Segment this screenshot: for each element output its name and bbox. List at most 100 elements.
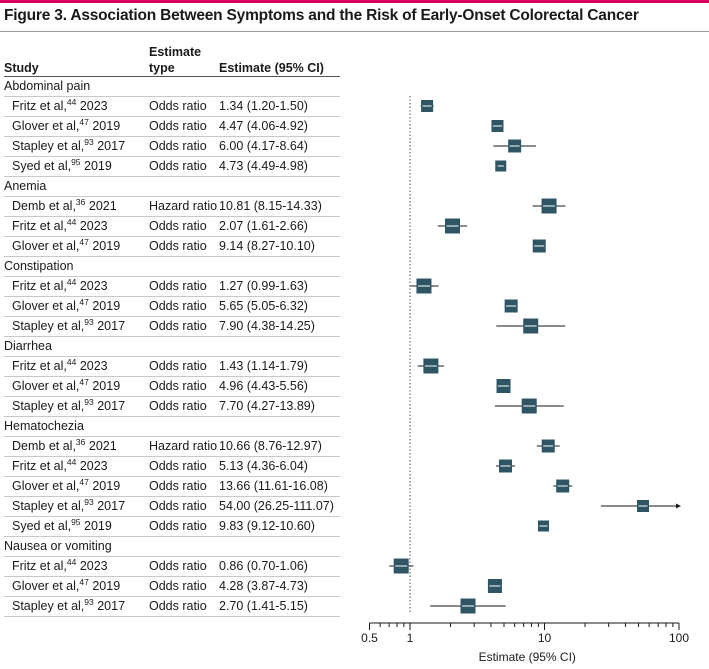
estimate-ci: 6.00 (4.17-8.64) [219, 139, 308, 153]
study-year: 2019 [92, 379, 121, 393]
study-year: 2017 [97, 499, 126, 513]
estimate-type: Odds ratio [149, 499, 207, 513]
study-year: 2019 [92, 579, 121, 593]
study-reference: 44 [66, 357, 77, 367]
estimate-ci: 2.70 (1.41-5.15) [219, 599, 308, 613]
estimate-type: Odds ratio [149, 219, 207, 233]
study-year: 2023 [79, 359, 108, 373]
study-author: Demb et al, [12, 439, 76, 453]
study-author: Stapley et al, [12, 319, 85, 333]
estimate-ci: 10.81 (8.15-14.33) [219, 199, 322, 213]
estimate-type: Odds ratio [149, 599, 207, 613]
study-reference: 93 [84, 137, 94, 147]
study-year: 2019 [84, 159, 112, 173]
study-reference: 36 [75, 197, 86, 207]
figure-title: Figure 3. Association Between Symptoms a… [4, 7, 639, 24]
row-divider [4, 296, 340, 297]
x-tick-label: 0.5 [361, 631, 378, 645]
estimate-ci: 5.13 (4.36-6.04) [219, 459, 308, 473]
study-year: 2023 [79, 459, 108, 473]
study-name: Glover et al,47 2019 [12, 477, 120, 493]
row-divider [4, 516, 340, 517]
estimate-type: Odds ratio [149, 119, 207, 133]
group-label: Abdominal pain [4, 79, 91, 93]
study-reference: 93 [84, 397, 94, 407]
estimate-type: Odds ratio [149, 579, 207, 593]
study-name: Glover et al,47 2019 [12, 238, 120, 253]
study-year: 2019 [92, 299, 121, 313]
study-year: 2023 [79, 99, 108, 113]
study-reference: 47 [79, 117, 89, 127]
row-divider [4, 196, 340, 197]
study-name: Fritz et al,44 2023 [12, 458, 108, 473]
study-reference: 47 [79, 577, 89, 587]
estimate-type: Odds ratio [149, 99, 207, 113]
row-divider [4, 236, 340, 237]
estimate-ci: 0.86 (0.70-1.06) [219, 559, 308, 573]
x-tick-label: 100 [669, 631, 689, 645]
study-year: 2017 [97, 399, 126, 413]
study-name: Stapley et al,93 2017 [12, 137, 126, 153]
study-name: Fritz et al,44 2023 [12, 357, 108, 373]
estimate-type: Odds ratio [149, 139, 207, 153]
study-reference: 47 [79, 477, 89, 487]
row-divider [4, 316, 340, 317]
row-divider [4, 256, 340, 257]
row-divider [4, 376, 340, 377]
row-divider [4, 96, 340, 97]
study-year: 2017 [97, 319, 126, 333]
row-divider [4, 476, 340, 477]
estimate-ci: 2.07 (1.61-2.66) [219, 219, 308, 233]
study-author: Syed et al, [12, 519, 72, 533]
estimate-ci: 9.14 (8.27-10.10) [219, 239, 315, 253]
row-divider [4, 496, 340, 497]
study-year: 2019 [84, 519, 112, 533]
study-reference: 44 [66, 277, 77, 287]
estimate-ci: 9.83 (9.12-10.60) [219, 519, 315, 533]
estimate-ci: 1.43 (1.14-1.79) [219, 359, 308, 373]
estimate-ci: 4.73 (4.49-4.98) [219, 159, 308, 173]
estimate-ci: 5.65 (5.05-6.32) [219, 299, 308, 313]
study-name: Stapley et al,93 2017 [12, 397, 126, 413]
study-year: 2023 [79, 219, 108, 233]
estimate-type: Odds ratio [149, 159, 207, 173]
row-divider [4, 276, 340, 277]
study-name: Syed et al,95 2019 [12, 517, 112, 533]
estimate-type: Odds ratio [149, 479, 207, 493]
col-header-estimate: Estimate (95% CI) [219, 61, 324, 75]
row-divider [4, 216, 340, 217]
x-axis-label: Estimate (95% CI) [479, 650, 576, 664]
study-year: 2023 [79, 279, 108, 293]
study-name: Fritz et al,44 2023 [12, 277, 108, 293]
study-author: Glover et al, [12, 119, 80, 133]
study-author: Glover et al, [12, 379, 80, 393]
study-reference: 47 [79, 377, 89, 387]
study-author: Glover et al, [12, 479, 80, 493]
study-name: Demb et al,36 2021 [12, 197, 117, 213]
x-tick-label: 10 [538, 631, 552, 645]
estimate-ci: 4.96 (4.43-5.56) [219, 379, 308, 393]
study-year: 2021 [88, 439, 117, 453]
study-author: Stapley et al, [12, 499, 85, 513]
study-year: 2017 [97, 139, 126, 153]
estimate-type: Odds ratio [149, 279, 207, 293]
study-name: Glover et al,47 2019 [12, 298, 121, 313]
row-divider [4, 436, 340, 437]
study-reference: 95 [71, 517, 81, 527]
study-name: Glover et al,47 2019 [12, 377, 121, 393]
study-author: Syed et al, [12, 159, 72, 173]
row-divider [4, 576, 340, 577]
study-name: Fritz et al,44 2023 [12, 98, 108, 113]
x-tick-label: 1 [407, 631, 414, 645]
accent-bar [0, 0, 709, 3]
study-author: Fritz et al, [12, 99, 67, 113]
row-divider [4, 456, 340, 457]
study-year: 2021 [88, 199, 117, 213]
study-author: Demb et al, [12, 199, 76, 213]
estimate-ci: 13.66 (11.61-16.08) [219, 479, 328, 493]
row-divider [4, 176, 340, 177]
estimate-type: Odds ratio [149, 299, 207, 313]
study-author: Fritz et al, [12, 459, 67, 473]
study-name: Fritz et al,44 2023 [12, 558, 108, 573]
